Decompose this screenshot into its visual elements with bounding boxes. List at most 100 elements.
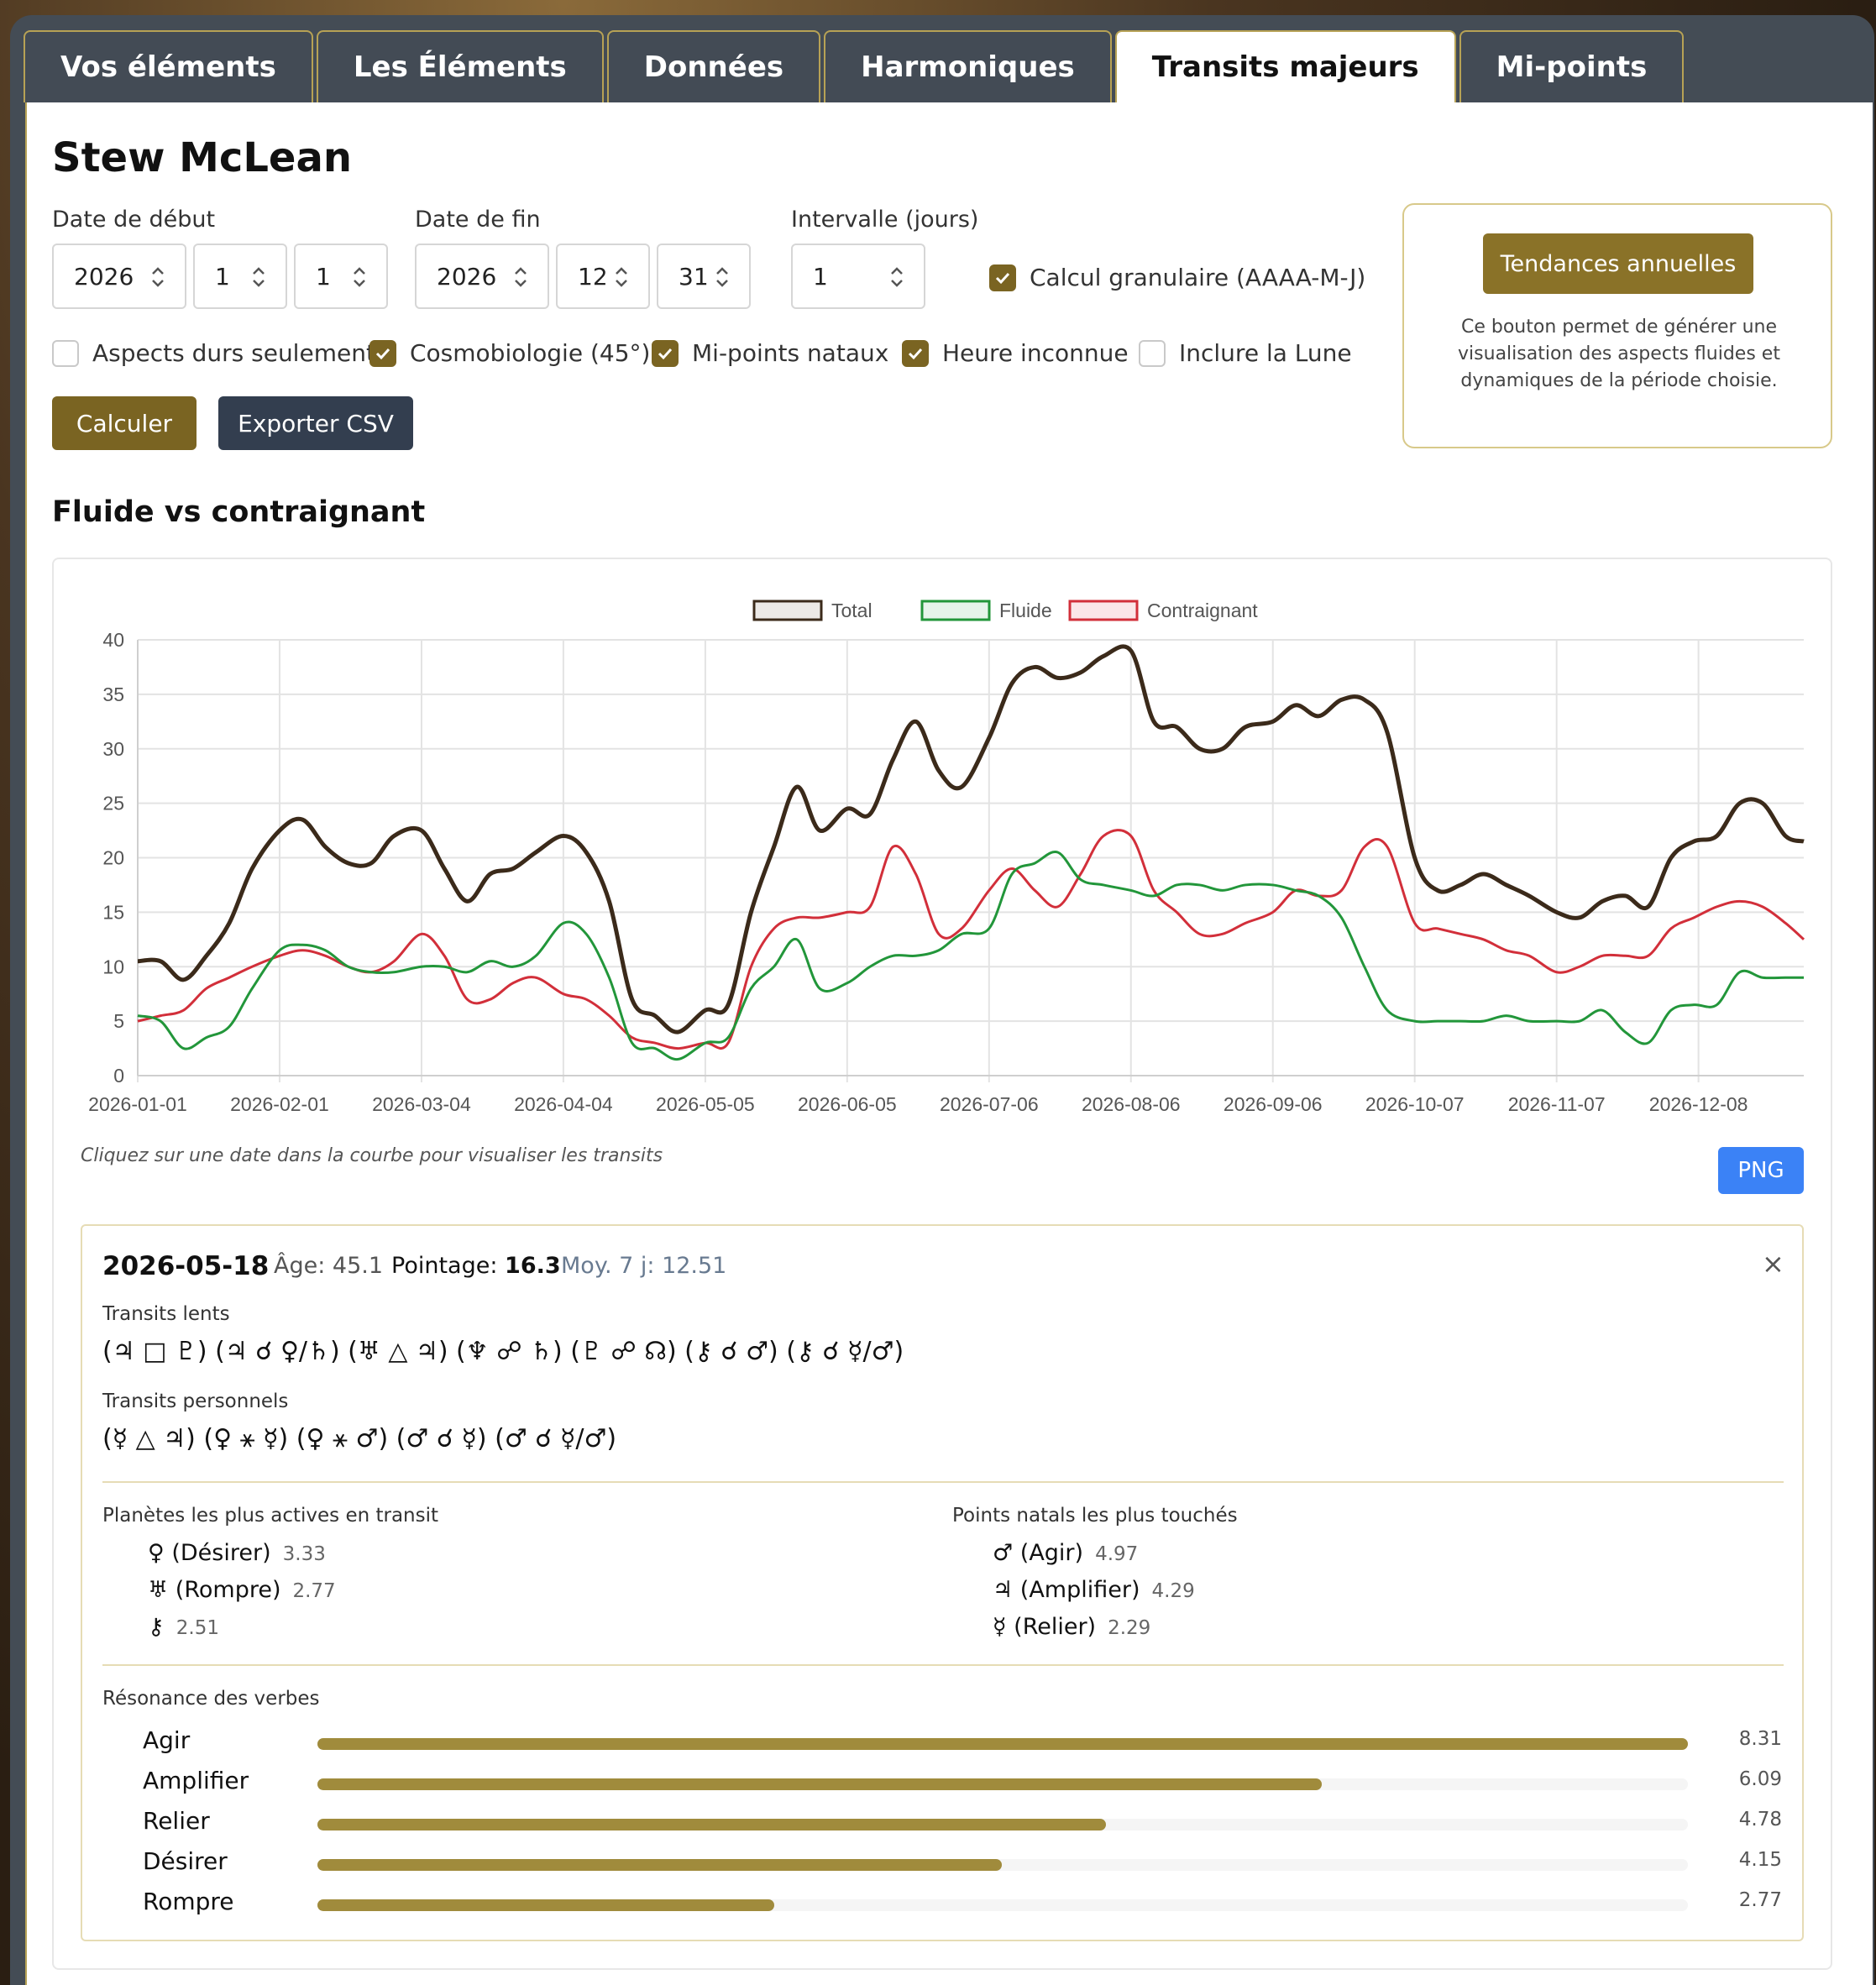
- personal-transits-title: Transits personnels: [102, 1391, 289, 1412]
- legend-label[interactable]: Contraignant: [1147, 600, 1258, 621]
- chart-hint: Cliquez sur une date dans la courbe pour…: [81, 1145, 663, 1166]
- verb-label: Désirer: [143, 1847, 228, 1875]
- stepper-icon[interactable]: [512, 260, 529, 294]
- natal-point-item: ♃ (Amplifier) 4.29: [993, 1577, 1195, 1603]
- series-line-fluide[interactable]: [137, 850, 1804, 1061]
- option-cosmobiologie[interactable]: Cosmobiologie (45°): [369, 339, 650, 367]
- export-csv-button[interactable]: Exporter CSV: [218, 396, 413, 450]
- y-tick-label: 35: [102, 683, 124, 705]
- section-title: Fluide vs contraignant: [52, 495, 426, 529]
- y-tick-label: 10: [102, 956, 124, 977]
- end-day-input[interactable]: 31: [657, 244, 751, 309]
- checkbox-checked-icon[interactable]: [989, 264, 1016, 291]
- y-tick-label: 20: [102, 847, 124, 869]
- stepper-icon[interactable]: [149, 260, 166, 294]
- start-day-input[interactable]: 1: [294, 244, 388, 309]
- trend-card: Tendances annuelles Ce bouton permet de …: [1402, 203, 1832, 448]
- tab-transits-majeurs[interactable]: Transits majeurs: [1114, 30, 1456, 102]
- verb-value: 6.09: [1738, 1768, 1782, 1790]
- tab-les-elements[interactable]: Les Éléments: [316, 30, 604, 102]
- verb-bar-track: [317, 1778, 1688, 1790]
- close-icon[interactable]: ×: [1762, 1248, 1784, 1280]
- series-line-contraignant[interactable]: [137, 829, 1805, 1050]
- option-unknown-time[interactable]: Heure inconnue: [902, 339, 1129, 367]
- verb-bar-fill: [317, 1859, 1003, 1871]
- series-line-total[interactable]: [137, 644, 1805, 1034]
- x-tick-label: 2026-02-01: [230, 1093, 329, 1115]
- tab-mi-points[interactable]: Mi-points: [1459, 30, 1685, 102]
- option-label: Mi-points nataux: [692, 339, 889, 367]
- verb-value: 2.77: [1738, 1889, 1782, 1911]
- start-date-label: Date de début: [52, 207, 216, 233]
- detail-score: Pointage: 16.3: [391, 1253, 561, 1279]
- interval-value: 1: [813, 262, 828, 291]
- png-export-button[interactable]: PNG: [1718, 1147, 1804, 1194]
- interval-label: Intervalle (jours): [791, 207, 979, 233]
- granular-label: Calcul granulaire (AAAA-M-J): [1030, 264, 1366, 291]
- verb-label: Agir: [143, 1726, 191, 1754]
- stepper-icon[interactable]: [714, 260, 731, 294]
- detail-age: Âge: 45.1: [274, 1253, 384, 1279]
- checkbox-unchecked-icon[interactable]: [1139, 339, 1166, 367]
- checkbox-checked-icon[interactable]: [369, 339, 396, 367]
- verb-value: 4.78: [1738, 1809, 1782, 1830]
- x-tick-label: 2026-11-07: [1508, 1093, 1606, 1115]
- verb-bar-track: [317, 1899, 1688, 1911]
- verb-label: Relier: [143, 1807, 210, 1835]
- x-tick-label: 2026-05-05: [656, 1093, 755, 1115]
- checkbox-checked-icon[interactable]: [652, 339, 679, 367]
- x-tick-label: 2026-09-06: [1224, 1093, 1323, 1115]
- y-tick-label: 15: [102, 901, 124, 923]
- checkbox-unchecked-icon[interactable]: [52, 339, 79, 367]
- legend-label[interactable]: Total: [831, 600, 872, 621]
- legend-swatch[interactable]: [920, 600, 991, 621]
- legend-swatch[interactable]: [752, 600, 823, 621]
- x-tick-label: 2026-07-06: [940, 1093, 1039, 1115]
- end-month-input[interactable]: 12: [556, 244, 650, 309]
- divider: [102, 1481, 1784, 1483]
- granular-checkbox[interactable]: Calcul granulaire (AAAA-M-J): [989, 264, 1365, 291]
- y-tick-label: 5: [113, 1010, 124, 1032]
- start-year-input[interactable]: 2026: [52, 244, 186, 309]
- legend-swatch[interactable]: [1068, 600, 1139, 621]
- option-natal-midpoints[interactable]: Mi-points nataux: [652, 339, 888, 367]
- y-tick-label: 25: [102, 793, 124, 814]
- end-day-value: 31: [679, 262, 709, 291]
- chart[interactable]: 0 5 10 15 20 25 30 35 40 2026-01-01 2026-02-01 202…: [52, 558, 1832, 1129]
- slow-transits-glyphs: (♃ □ ♇) (♃ ☌ ♀/♄) (♅ △ ♃) (♆ ☍ ♄) (♇ ☍ ☊…: [102, 1337, 904, 1366]
- option-label: Cosmobiologie (45°): [410, 339, 651, 367]
- stepper-icon[interactable]: [250, 260, 267, 294]
- end-year-input[interactable]: 2026: [415, 244, 549, 309]
- detail-average: Moy. 7 j: 12.51: [561, 1253, 727, 1279]
- option-hard-aspects[interactable]: Aspects durs seulement: [52, 339, 375, 367]
- option-label: Inclure la Lune: [1179, 339, 1352, 367]
- annual-trends-button[interactable]: Tendances annuelles: [1483, 233, 1753, 294]
- end-date-label: Date de fin: [415, 207, 541, 233]
- tab-harmoniques[interactable]: Harmoniques: [824, 30, 1112, 102]
- verb-label: Rompre: [143, 1888, 234, 1915]
- option-include-moon[interactable]: Inclure la Lune: [1139, 339, 1352, 367]
- x-tick-label: 2026-03-04: [372, 1093, 471, 1115]
- divider: [102, 1664, 1784, 1666]
- interval-input[interactable]: 1: [791, 244, 925, 309]
- checkbox-checked-icon[interactable]: [902, 339, 929, 367]
- start-year-value: 2026: [74, 262, 134, 291]
- end-year-value: 2026: [437, 262, 497, 291]
- verb-bar-fill: [317, 1819, 1106, 1830]
- tab-vos-elements[interactable]: Vos éléments: [24, 30, 313, 102]
- natal-points-title: Points natals les plus touchés: [952, 1505, 1238, 1527]
- legend-label[interactable]: Fluide: [999, 600, 1052, 621]
- start-month-input[interactable]: 1: [193, 244, 287, 309]
- stepper-icon[interactable]: [613, 260, 630, 294]
- option-label: Aspects durs seulement: [92, 339, 375, 367]
- x-tick-label: 2026-12-08: [1649, 1093, 1748, 1115]
- tab-donnees[interactable]: Données: [606, 30, 821, 102]
- stepper-icon[interactable]: [888, 260, 905, 294]
- calculate-button[interactable]: Calculer: [52, 396, 197, 450]
- verb-value: 4.15: [1738, 1849, 1782, 1871]
- end-month-value: 12: [578, 262, 608, 291]
- page-title: Stew McLean: [52, 134, 353, 181]
- stepper-icon[interactable]: [351, 260, 368, 294]
- verb-bar-fill: [317, 1738, 1688, 1750]
- personal-transits-glyphs: (☿ △ ♃) (♀ ⚹ ☿) (♀ ⚹ ♂) (♂ ☌ ☿) (♂ ☌ ☿/♂…: [102, 1424, 617, 1453]
